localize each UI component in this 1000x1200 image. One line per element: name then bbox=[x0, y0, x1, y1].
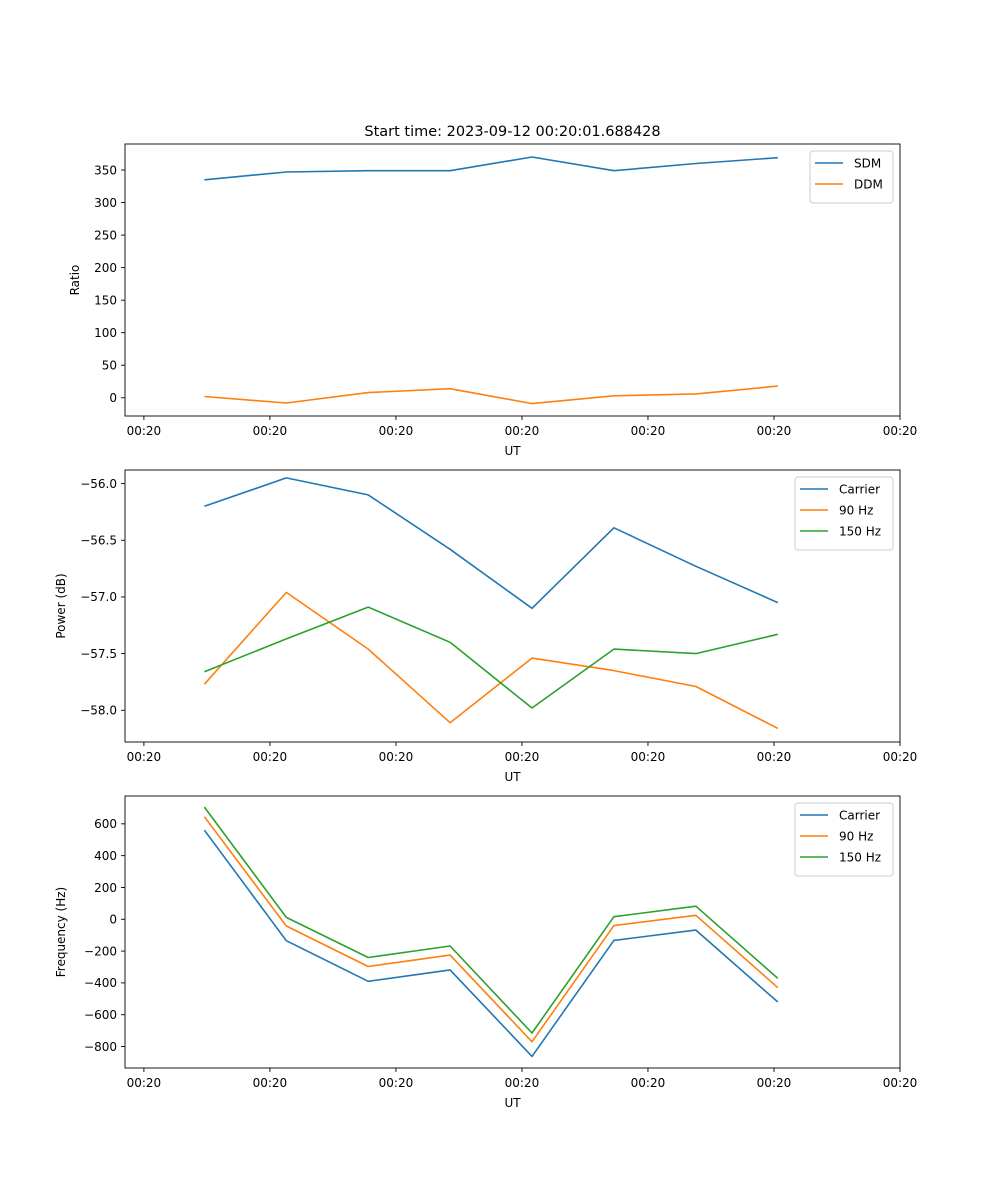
frequency-y-tick-label: 400 bbox=[94, 849, 117, 863]
frequency-x-tick-label: 00:20 bbox=[757, 1076, 792, 1090]
ratio-legend-label-ddm: DDM bbox=[854, 177, 883, 191]
ratio-series-ddm-line bbox=[204, 385, 778, 405]
power-y-tick-label: −56.5 bbox=[80, 534, 117, 548]
power-y-tick-label: −56.0 bbox=[80, 477, 117, 491]
ratio-axes-frame bbox=[124, 143, 901, 417]
frequency-series-90-hz-line bbox=[203, 816, 779, 1043]
ratio-legend-label-sdm: SDM bbox=[854, 156, 881, 170]
ratio-y-tick-label: 100 bbox=[94, 326, 117, 340]
power-y-tick-label: −57.0 bbox=[80, 590, 117, 604]
ratio-y-tick-label: 0 bbox=[109, 391, 117, 405]
ratio-panel: 00:2000:2000:2000:2000:2000:2000:2000:21… bbox=[68, 143, 918, 458]
frequency-y-axis-label: Frequency (Hz) bbox=[54, 887, 68, 978]
power-series-carrier-line bbox=[204, 477, 779, 610]
power-x-tick-label: 00:20 bbox=[883, 750, 918, 764]
ratio-y-tick-label: 50 bbox=[102, 359, 117, 373]
ratio-y-tick-label: 150 bbox=[94, 293, 117, 307]
ratio-legend: SDM DDM bbox=[809, 150, 894, 204]
ratio-x-tick-label: 00:20 bbox=[505, 424, 540, 438]
power-panel: 00:2000:2000:2000:2000:2000:2000:2000:21… bbox=[54, 469, 918, 784]
frequency-legend-label-carrier: Carrier bbox=[839, 808, 880, 822]
frequency-y-tick-label: 200 bbox=[94, 881, 117, 895]
ratio-y-axis-label: Ratio bbox=[68, 265, 82, 296]
frequency-axes-frame bbox=[124, 795, 901, 1069]
frequency-x-tick-label: 00:20 bbox=[883, 1076, 918, 1090]
power-y-axis-label: Power (dB) bbox=[54, 573, 68, 638]
power-x-tick-label: 00:20 bbox=[253, 750, 288, 764]
power-y-tick-label: −58.0 bbox=[80, 704, 117, 718]
frequency-series-150-hz-line bbox=[203, 806, 779, 1034]
power-series-150-hz-line bbox=[204, 606, 778, 709]
ratio-x-tick-label: 00:20 bbox=[631, 424, 666, 438]
ratio-x-tick-label: 00:20 bbox=[757, 424, 792, 438]
power-series-90-hz-line bbox=[203, 591, 779, 730]
ratio-x-tick-label: 00:20 bbox=[379, 424, 414, 438]
power-x-axis-label: UT bbox=[504, 770, 521, 784]
ratio-y-tick-label: 350 bbox=[94, 163, 117, 177]
power-x-tick-label: 00:20 bbox=[127, 750, 162, 764]
frequency-x-tick-label: 00:20 bbox=[379, 1076, 414, 1090]
frequency-x-tick-label: 00:20 bbox=[253, 1076, 288, 1090]
frequency-x-tick-label: 00:20 bbox=[505, 1076, 540, 1090]
ratio-legend-box bbox=[809, 150, 894, 204]
ratio-x-tick-label: 00:20 bbox=[883, 424, 918, 438]
frequency-x-tick-label: 00:20 bbox=[127, 1076, 162, 1090]
ratio-x-tick-label: 00:20 bbox=[253, 424, 288, 438]
figure-title: Start time: 2023-09-12 00:20:01.688428 bbox=[364, 124, 660, 140]
ratio-y-tick-label: 250 bbox=[94, 228, 117, 242]
frequency-y-tick-label: −200 bbox=[84, 944, 117, 958]
power-axes-frame bbox=[124, 469, 901, 743]
frequency-y-tick-label: 0 bbox=[109, 913, 117, 927]
power-x-tick-label: 00:20 bbox=[631, 750, 666, 764]
frequency-series-carrier-line bbox=[203, 829, 779, 1058]
ratio-x-tick-label: 00:20 bbox=[127, 424, 162, 438]
frequency-y-tick-label: −600 bbox=[84, 1008, 117, 1022]
power-x-tick-label: 00:20 bbox=[379, 750, 414, 764]
frequency-panel: 00:2000:2000:2000:2000:2000:2000:2000:21… bbox=[54, 795, 918, 1110]
power-legend: Carrier 90 Hz 150 Hz bbox=[794, 476, 894, 551]
frequency-x-axis-label: UT bbox=[504, 1096, 521, 1110]
frequency-y-tick-label: −800 bbox=[84, 1040, 117, 1054]
frequency-legend-label-150-hz: 150 Hz bbox=[839, 850, 881, 864]
ratio-y-tick-label: 200 bbox=[94, 261, 117, 275]
ratio-series-sdm-line bbox=[204, 156, 778, 181]
power-legend-label-90-hz: 90 Hz bbox=[839, 503, 873, 517]
frequency-y-tick-label: 600 bbox=[94, 817, 117, 831]
ratio-y-tick-label: 300 bbox=[94, 196, 117, 210]
frequency-y-tick-label: −400 bbox=[84, 976, 117, 990]
power-x-tick-label: 00:20 bbox=[757, 750, 792, 764]
power-x-tick-label: 00:20 bbox=[505, 750, 540, 764]
ratio-x-axis-label: UT bbox=[504, 444, 521, 458]
power-legend-label-150-hz: 150 Hz bbox=[839, 524, 881, 538]
power-y-tick-label: −57.5 bbox=[80, 647, 117, 661]
power-legend-label-carrier: Carrier bbox=[839, 482, 880, 496]
frequency-x-tick-label: 00:20 bbox=[631, 1076, 666, 1090]
frequency-legend-label-90-hz: 90 Hz bbox=[839, 829, 873, 843]
frequency-legend: Carrier 90 Hz 150 Hz bbox=[794, 802, 894, 877]
